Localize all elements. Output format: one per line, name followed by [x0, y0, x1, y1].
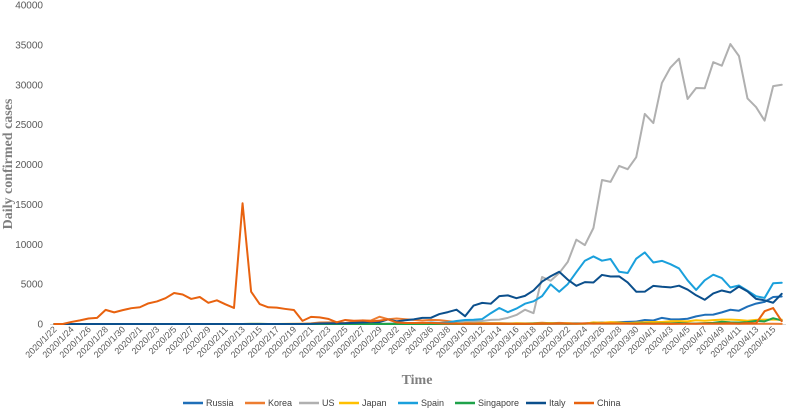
legend-label: US — [322, 398, 335, 408]
legend-label: Italy — [549, 398, 566, 408]
legend-label: Singapore — [478, 398, 519, 408]
legend-label: China — [597, 398, 621, 408]
y-tick-label: 15000 — [15, 200, 43, 211]
y-axis-title: Daily confirmed cases — [1, 98, 16, 229]
legend-label: Spain — [421, 398, 444, 408]
legend-item-japan: Japan — [339, 398, 387, 408]
y-tick-label: 30000 — [15, 80, 43, 91]
legend-item-us: US — [299, 398, 335, 408]
y-tick-label: 0 — [37, 320, 43, 331]
y-tick-label: 35000 — [15, 40, 43, 51]
x-axis-title: Time — [402, 373, 433, 388]
legend-label: Korea — [268, 398, 292, 408]
y-axis-ticks: 0 5000 10000 15000 20000 25000 30000 35000 40000 — [15, 1, 43, 331]
legend-label: Japan — [362, 398, 387, 408]
y-tick-label: 5000 — [21, 280, 44, 291]
series-lines — [53, 43, 783, 325]
legend-item-italy: Italy — [526, 398, 566, 408]
legend-item-korea: Korea — [245, 398, 292, 408]
y-tick-label: 25000 — [15, 120, 43, 131]
legend-item-russia: Russia — [183, 398, 234, 408]
series-line-spain — [53, 251, 783, 325]
y-tick-label: 10000 — [15, 240, 43, 251]
y-tick-label: 40000 — [15, 1, 43, 12]
legend-item-china: China — [574, 398, 621, 408]
x-axis-ticks: 2020/1/222020/1/242020/1/262020/1/282020… — [23, 324, 777, 359]
legend: Russia Korea US Japan Spain Singapore Italy Chi… — [183, 398, 621, 408]
legend-item-singapore: Singapore — [455, 398, 519, 408]
series-line-china — [53, 202, 783, 325]
series-line-us — [53, 43, 783, 325]
y-tick-label: 20000 — [15, 160, 43, 171]
series-line-italy — [53, 270, 783, 325]
legend-label: Russia — [206, 398, 234, 408]
legend-item-spain: Spain — [398, 398, 444, 408]
